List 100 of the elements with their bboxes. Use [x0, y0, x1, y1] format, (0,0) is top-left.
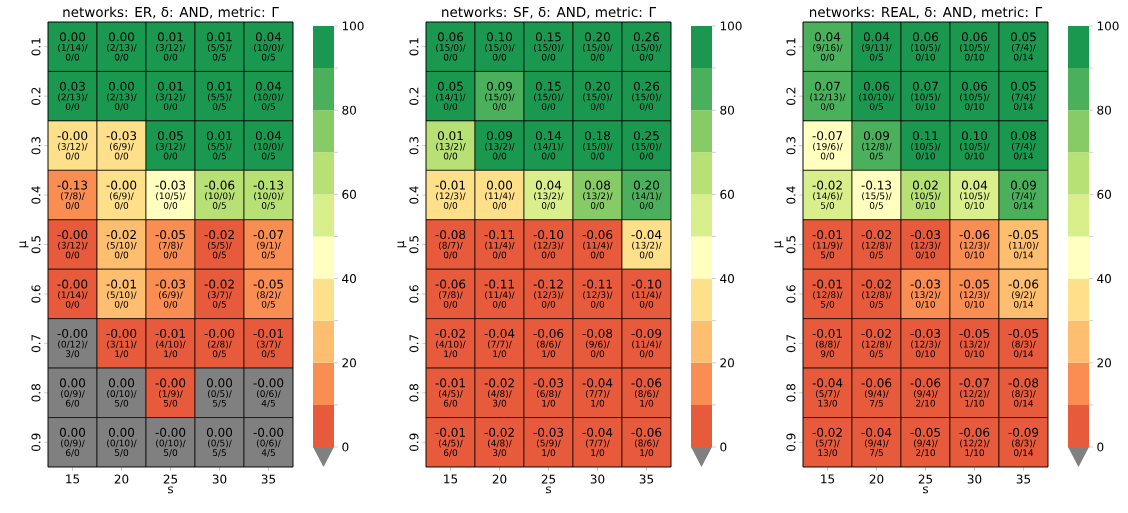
text: 0/14 [1013, 53, 1034, 62]
text: 0.01 [206, 81, 232, 91]
text: 0/0 [443, 103, 458, 111]
y-tick-label: 0.8 [31, 384, 41, 402]
text: (13/2)/ [534, 192, 564, 201]
text: -0.05 [1008, 328, 1038, 338]
text: 0/0 [639, 300, 654, 309]
text: 0/0 [541, 103, 556, 111]
text: 0.05 [437, 81, 463, 91]
text: 0/14 [1013, 152, 1034, 161]
text: -0.02 [204, 230, 234, 240]
text: 3/0 [65, 350, 80, 358]
y-tick-label: 0.5 [786, 236, 796, 254]
text: 0.10 [486, 32, 513, 42]
text: 5/5 [212, 449, 226, 457]
text: (0/10)/ [107, 390, 137, 399]
text: (7/7)/ [586, 439, 610, 448]
text: (3/12)/ [58, 241, 88, 250]
text: 0/0 [65, 251, 80, 259]
text: -0.07 [253, 230, 283, 240]
text: 13/0 [818, 449, 837, 457]
text: (8/3)/ [1011, 340, 1036, 349]
text: -0.00 [253, 427, 284, 437]
chart-title: networks: SF, δ: AND, metric: Γ [442, 6, 656, 19]
text: -0.03 [155, 279, 186, 289]
text: (8/3)/ [1011, 390, 1036, 399]
y-tick-label: 0.4 [409, 186, 419, 204]
text: -0.00 [253, 378, 284, 388]
text: (7/8)/ [159, 241, 183, 250]
text: -0.02 [861, 328, 891, 338]
y-tick-label: 0.9 [31, 433, 41, 452]
text: (0/10)/ [156, 439, 186, 448]
text: 0/0 [492, 152, 507, 161]
text: 0.00 [59, 427, 86, 437]
x-axis-title: s [923, 486, 929, 494]
text: -0.03 [155, 180, 186, 190]
text: (12/8)/ [862, 340, 892, 349]
text: (15/0)/ [485, 43, 515, 52]
text: (13/2)/ [485, 142, 515, 151]
text: -0.05 [910, 427, 940, 437]
text: (14/1)/ [632, 192, 662, 201]
text: -0.02 [861, 230, 891, 240]
text: -0.01 [812, 279, 842, 289]
text: 0/5 [212, 152, 226, 161]
x-axis-title: s [546, 486, 552, 494]
text: (10/5)/ [960, 43, 990, 52]
text: -0.00 [204, 328, 235, 338]
text: (10/5)/ [911, 192, 941, 201]
y-tick-label: 0.2 [786, 87, 796, 105]
y-tick-label: 0.3 [31, 137, 41, 155]
text: (12/3)/ [534, 291, 564, 300]
y-axis-title: μ [397, 240, 407, 248]
text: -0.12 [533, 279, 563, 289]
text: -0.08 [435, 230, 466, 240]
text: 0/0 [590, 300, 605, 309]
text: 0/0 [590, 103, 605, 111]
text: 0/10 [915, 152, 935, 161]
text: 0.08 [1010, 131, 1037, 141]
text: (1/14)/ [58, 43, 88, 52]
x-tick-label: 35 [1016, 474, 1031, 484]
text: -0.04 [582, 427, 613, 437]
text: (12/2)/ [960, 439, 990, 448]
text: (3/7)/ [208, 291, 232, 300]
text: (12/3)/ [534, 241, 564, 250]
text: (7/4)/ [1011, 142, 1036, 151]
text: -0.01 [435, 180, 465, 190]
text: 0.25 [633, 131, 659, 141]
text: (5/7)/ [816, 390, 840, 399]
text: (12/3)/ [911, 241, 941, 250]
text: (5/10)/ [107, 291, 137, 300]
color-bar-label: 80 [342, 105, 357, 115]
text: (10/0)/ [254, 93, 284, 102]
text: 0.06 [961, 81, 988, 91]
text: (0/6)/ [257, 439, 281, 448]
text: 0/0 [590, 251, 605, 259]
text: 0.00 [108, 32, 135, 42]
text: (10/10)/ [859, 93, 895, 102]
text: -0.03 [533, 427, 564, 437]
text: 1/0 [640, 449, 654, 457]
text: 3/0 [492, 399, 507, 408]
x-tick-label: 30 [967, 474, 982, 484]
text: (12/8)/ [862, 142, 892, 151]
text: (10/5)/ [911, 93, 941, 102]
text: 9/0 [820, 350, 835, 358]
text: 0.15 [535, 81, 561, 91]
text: (5/5)/ [208, 142, 232, 151]
text: (11/4)/ [485, 192, 515, 201]
text: 0/0 [443, 202, 458, 210]
text: 0/5 [869, 103, 883, 111]
text: 1/0 [542, 399, 556, 408]
text: (4/8)/ [488, 390, 512, 399]
text: 0/5 [212, 202, 226, 210]
text: 0/5 [261, 152, 275, 161]
text: (6/9)/ [110, 192, 134, 201]
text: -0.02 [106, 230, 136, 240]
text: -0.13 [253, 180, 284, 190]
text: 0.01 [206, 32, 232, 42]
text: -0.07 [812, 131, 842, 141]
text: (10/5)/ [960, 192, 990, 201]
text: 0/0 [114, 300, 129, 309]
